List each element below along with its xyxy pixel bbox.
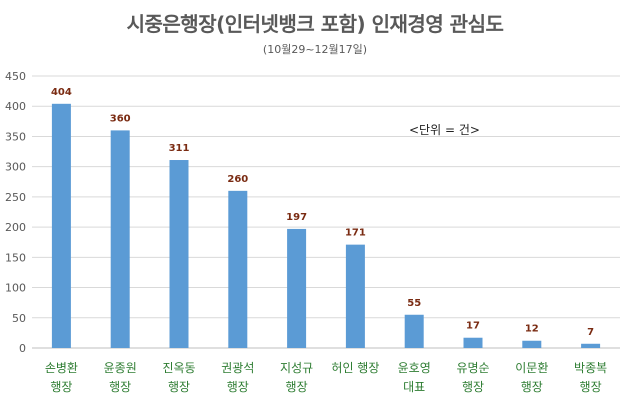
y-tick-label: 350: [5, 130, 26, 143]
bar: [169, 160, 189, 348]
data-label: 7: [587, 327, 594, 338]
bar: [404, 314, 424, 348]
y-tick-label: 200: [5, 221, 26, 234]
x-category-label: 행장: [109, 379, 131, 394]
chart-subtitle: (10월29~12월17일): [262, 43, 368, 56]
data-label: 17: [466, 321, 480, 332]
x-category-label: 박종복: [574, 361, 607, 375]
y-tick-label: 100: [5, 282, 26, 295]
y-tick-label: 150: [5, 251, 26, 264]
data-label: 260: [227, 174, 248, 185]
bar: [581, 343, 601, 348]
data-label: 55: [407, 298, 421, 309]
y-tick-label: 450: [5, 70, 26, 83]
data-label: 12: [525, 324, 539, 335]
y-tick-label: 400: [5, 100, 26, 113]
x-category-label: 권광석: [221, 361, 254, 375]
x-category-label: 허인 행장: [331, 360, 379, 375]
x-category-label: 행장: [50, 379, 72, 394]
data-label: 171: [345, 228, 366, 239]
bar: [51, 103, 71, 348]
bar: [345, 244, 365, 348]
x-category-label: 행장: [521, 379, 543, 394]
y-tick-label: 250: [5, 191, 26, 204]
y-tick-label: 50: [12, 312, 26, 325]
unit-annotation: <단위 = 건>: [409, 123, 480, 137]
x-category-label: 윤호영: [398, 361, 431, 375]
data-label: 197: [286, 212, 307, 223]
y-tick-label: 0: [19, 342, 26, 355]
x-category-label: 윤종원: [104, 361, 137, 375]
x-category-label: 행장: [227, 379, 249, 394]
chart-title: 시중은행장(인터넷뱅크 포함) 인재경영 관심도: [126, 12, 504, 36]
x-category-label: 대표: [403, 380, 425, 394]
x-category-label: 손병환: [45, 361, 78, 375]
x-category-label: 행장: [462, 379, 484, 394]
bar: [228, 190, 248, 348]
x-category-label: 행장: [286, 379, 308, 394]
bar: [463, 337, 483, 348]
data-label: 311: [169, 143, 190, 154]
bar: [287, 228, 307, 348]
bar: [522, 340, 542, 348]
x-category-label: 행장: [580, 379, 602, 394]
x-category-label: 행장: [168, 379, 190, 394]
x-category-label: 이문환: [515, 361, 548, 375]
data-label: 360: [110, 113, 131, 124]
x-category-label: 유명순: [456, 361, 489, 375]
y-tick-label: 300: [5, 161, 26, 174]
data-label: 404: [51, 87, 72, 98]
bar: [110, 130, 130, 348]
x-category-label: 지성규: [280, 361, 313, 375]
x-category-label: 진옥동: [162, 361, 195, 375]
